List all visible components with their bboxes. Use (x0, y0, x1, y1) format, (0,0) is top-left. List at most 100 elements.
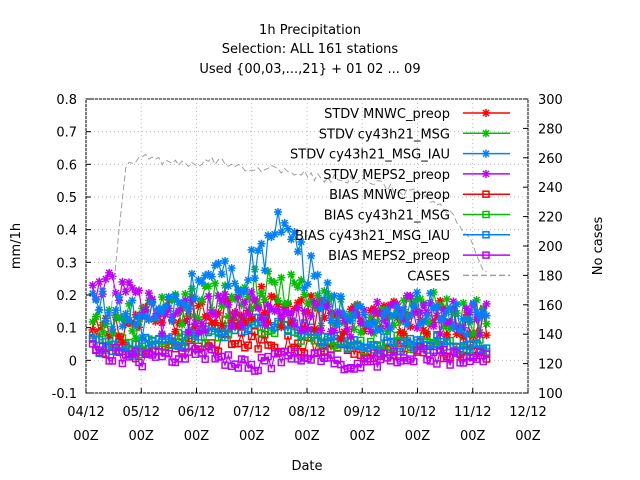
point-stdv-meps2-preop (429, 322, 438, 331)
y2-tick-label: 180 (538, 269, 563, 284)
point-stdv-cy43h21-msg-iau (131, 321, 140, 330)
y-tick-label: 0.7 (56, 126, 77, 141)
point-stdv-cy43h21-msg-iau (260, 266, 269, 275)
y-tick-label: 0.3 (56, 256, 77, 271)
y-tick-label: 0.1 (56, 322, 77, 337)
point-stdv-cy43h21-msg-iau (88, 289, 97, 298)
point-stdv-cy43h21-msg-iau (125, 316, 134, 325)
point-stdv-cy43h21-msg-iau (422, 311, 431, 320)
point-stdv-cy43h21-msg-iau (386, 325, 395, 334)
point-bias-meps2-preop (277, 358, 286, 367)
point-stdv-cy43h21-msg-iau (270, 230, 279, 239)
point-bias-meps2-preop (479, 357, 488, 366)
point-stdv-mnwc-preop (237, 311, 246, 320)
point-stdv-meps2-preop (88, 281, 97, 290)
x-tick-label-date: 05/12 (123, 405, 160, 420)
x-tick-label-date: 04/12 (67, 405, 104, 420)
point-stdv-meps2-preop (201, 327, 210, 336)
point-bias-meps2-preop (443, 354, 451, 362)
point-stdv-cy43h21-msg-iau (326, 316, 335, 325)
point-stdv-cy43h21-msg (211, 279, 220, 288)
legend-marker-bias-mnwc-preop (482, 190, 490, 198)
point-bias-meps2-preop (290, 347, 299, 356)
point-stdv-cy43h21-msg-iau (452, 300, 461, 309)
point-stdv-cy43h21-msg (98, 328, 107, 337)
point-stdv-cy43h21-msg-iau (409, 302, 418, 311)
point-stdv-cy43h21-msg (452, 309, 461, 318)
point-stdv-cy43h21-msg (131, 334, 140, 343)
y2-tick-label: 160 (538, 299, 563, 314)
point-stdv-cy43h21-msg-iau (360, 310, 369, 319)
point-stdv-meps2-preop (217, 297, 226, 306)
point-bias-meps2-preop (208, 345, 216, 354)
point-stdv-cy43h21-msg-iau (320, 295, 329, 304)
point-stdv-mnwc-preop (336, 334, 345, 343)
point-bias-meps2-preop (267, 364, 276, 373)
point-stdv-cy43h21-msg-iau (254, 246, 263, 255)
point-stdv-meps2-preop (366, 327, 375, 336)
legend-marker-stdv-mnwc-preop (482, 109, 490, 117)
point-stdv-meps2-preop (343, 325, 352, 334)
point-stdv-meps2-preop (211, 311, 220, 320)
point-stdv-mnwc-preop (247, 314, 256, 323)
x-tick-label-hour: 00Z (460, 429, 486, 444)
legend-label-bias-cy43h21-msg: BIAS cy43h21_MSG (324, 209, 450, 224)
point-stdv-cy43h21-msg-iau (244, 275, 253, 284)
point-stdv-cy43h21-msg (204, 282, 213, 291)
point-stdv-cy43h21-msg (482, 319, 491, 328)
ticks-layer: -0.1 0 0.1 0.2 0.3 0.4 0.5 0.6 0.7 0.8 100 120 140 16… (52, 93, 563, 444)
point-bias-mnwc-preop (234, 339, 243, 348)
point-bias-meps2-preop (327, 351, 335, 359)
point-stdv-cy43h21-msg-iau (432, 302, 441, 311)
legend-marker-bias-cy43h21-msg-iau (482, 231, 490, 239)
point-stdv-cy43h21-msg-iau (456, 326, 465, 335)
point-stdv-cy43h21-msg (442, 295, 451, 304)
point-stdv-mnwc-preop (217, 321, 226, 330)
point-stdv-cy43h21-msg-iau (158, 308, 167, 317)
point-stdv-cy43h21-msg-iau (181, 300, 190, 309)
legend-label-bias-meps2-preop: BIAS MEPS2_preop (328, 249, 450, 264)
point-stdv-meps2-preop (121, 287, 130, 296)
point-stdv-cy43h21-msg-iau (356, 302, 365, 311)
point-stdv-cy43h21-msg (181, 290, 190, 299)
point-stdv-cy43h21-msg (293, 283, 302, 292)
point-stdv-meps2-preop (244, 310, 253, 319)
legend-label-bias-cy43h21-msg-iau: BIAS cy43h21_MSG_IAU (295, 229, 450, 244)
point-stdv-cy43h21-msg-iau (462, 330, 471, 339)
legend-label-stdv-cy43h21-msg-iau: STDV cy43h21_MSG_IAU (290, 148, 450, 163)
point-stdv-meps2-preop (101, 275, 110, 284)
point-stdv-cy43h21-msg-iau (283, 224, 292, 233)
point-stdv-cy43h21-msg-iau (138, 333, 147, 342)
legend-label-cases: CASES (407, 269, 450, 284)
y-axis-label: mm/1h (9, 223, 24, 269)
x-tick-label-hour: 00Z (405, 429, 431, 444)
point-stdv-meps2-preop (257, 313, 266, 322)
point-stdv-meps2-preop (307, 312, 316, 321)
point-bias-cy43h21-msg-iau (178, 341, 186, 350)
x-tick-label-hour: 00Z (294, 429, 320, 444)
point-stdv-cy43h21-msg-iau (293, 247, 302, 256)
point-stdv-cy43h21-msg-iau (217, 270, 226, 279)
point-stdv-cy43h21-msg-iau (413, 288, 422, 297)
point-stdv-cy43h21-msg (287, 270, 296, 279)
point-stdv-meps2-preop (287, 308, 296, 317)
point-stdv-meps2-preop (95, 277, 104, 286)
point-stdv-meps2-preop (184, 328, 193, 337)
point-bias-mnwc-preop (244, 341, 252, 349)
point-stdv-cy43h21-msg (274, 296, 283, 305)
point-stdv-cy43h21-msg-iau (482, 311, 491, 320)
chart-title-line-1: 1h Precipitation (259, 23, 361, 38)
point-bias-meps2-preop (357, 363, 365, 372)
point-bias-meps2-preop (453, 349, 461, 357)
point-bias-meps2-preop (313, 349, 322, 357)
series-line-bias-cy43h21-msg-iau (92, 307, 487, 357)
point-bias-meps2-preop (409, 357, 418, 366)
point-stdv-cy43h21-msg-iau (274, 208, 283, 217)
point-stdv-cy43h21-msg-iau (191, 294, 200, 303)
point-stdv-cy43h21-msg (91, 312, 100, 321)
y2-tick-label: 260 (538, 152, 563, 167)
point-stdv-meps2-preop (197, 319, 206, 328)
point-stdv-cy43h21-msg-iau (383, 306, 392, 315)
